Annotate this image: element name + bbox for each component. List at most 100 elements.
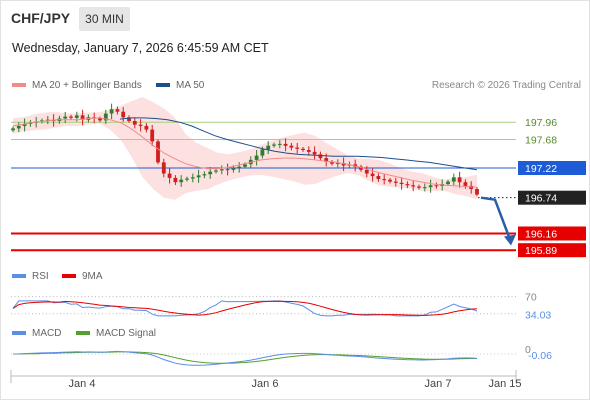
candle-body <box>417 186 421 188</box>
candle-body <box>179 179 184 183</box>
candle-body <box>208 171 213 175</box>
candle-body <box>254 155 259 160</box>
signal-swatch <box>76 331 90 336</box>
candle-body <box>219 169 224 171</box>
x-axis: Jan 4 Jan 6 Jan 7 Jan 15 <box>10 370 522 390</box>
candle-body <box>463 182 468 186</box>
candle-body <box>330 161 334 164</box>
candle-body <box>22 124 27 126</box>
candle-body <box>231 168 236 170</box>
instrument-title: CHF/JPY <box>11 10 71 26</box>
timeframe-badge[interactable]: 30 MIN <box>79 7 130 31</box>
level-label-197.96: 197.96 <box>525 117 557 129</box>
legend-macd-label: MACD <box>32 328 62 339</box>
candle-body <box>103 113 108 121</box>
candle-body <box>272 144 276 146</box>
candle-body <box>405 184 410 186</box>
level-label-bg-196.74 <box>518 190 586 205</box>
candle-body <box>446 181 450 185</box>
rsi-ma9-line <box>12 300 478 316</box>
legend-macd-signal: MACD Signal <box>76 328 156 339</box>
candle-body <box>161 162 166 174</box>
candle-body <box>306 150 311 152</box>
ma9-swatch <box>62 274 76 279</box>
candle-body <box>150 129 155 142</box>
legend-rsi-label: RSI <box>32 271 49 282</box>
candle-body <box>434 185 439 187</box>
level-label-197.22: 197.22 <box>525 163 557 175</box>
rsi-line <box>12 300 478 317</box>
candle-body <box>277 143 282 145</box>
legend-signal-label: MACD Signal <box>96 328 157 339</box>
rsi-panel: 70 34.03 <box>11 292 551 322</box>
candle-body <box>74 115 79 118</box>
candle-body <box>335 163 340 164</box>
legend-ma50: MA 50 <box>156 80 204 91</box>
candle-body <box>364 169 369 174</box>
candle-body <box>167 173 172 178</box>
candle-body <box>132 121 137 125</box>
candle-body <box>127 117 131 121</box>
candle-body <box>341 163 346 166</box>
candle-body <box>260 149 265 156</box>
candle-body <box>289 145 294 148</box>
legend-ma20-label: MA 20 + Bollinger Bands <box>32 80 142 91</box>
macd-zero-label: 0 <box>525 344 531 356</box>
candle-body <box>109 109 114 114</box>
candle-body <box>173 177 178 183</box>
forecast-arrow-head <box>504 234 516 246</box>
macd-line <box>12 350 478 366</box>
legend-ma9: 9MA <box>62 271 103 282</box>
candle-body <box>301 148 305 150</box>
rsi-last-label: 34.03 <box>525 310 551 322</box>
candle-body <box>115 109 120 112</box>
candle-body <box>214 170 218 172</box>
candle-body <box>399 182 404 184</box>
candle-body <box>16 125 21 129</box>
level-label-196.16: 196.16 <box>525 229 557 241</box>
candle-body <box>324 158 329 162</box>
candle-body <box>190 177 195 179</box>
candle-body <box>11 128 15 131</box>
legend-macd: MACD <box>12 328 61 339</box>
legend-ma20: MA 20 + Bollinger Bands <box>12 80 142 91</box>
candle-body <box>376 176 381 180</box>
candle-body <box>138 124 143 126</box>
candle-body <box>266 145 271 150</box>
candle-body <box>370 173 375 177</box>
candle-body <box>388 179 392 182</box>
candle-body <box>185 178 189 180</box>
x-tick-label: Jan 7 <box>425 378 452 390</box>
rsi-swatch <box>12 274 26 279</box>
candle-body <box>422 187 427 189</box>
candle-body <box>144 125 149 130</box>
forecast-layer <box>480 196 516 246</box>
candle-body <box>382 179 387 181</box>
candle-body <box>428 185 433 188</box>
candle-body <box>359 166 363 170</box>
candle-body <box>312 151 317 155</box>
candle-body <box>225 169 230 171</box>
candle-body <box>243 164 247 167</box>
ma20-line <box>12 117 478 188</box>
research-credit: Research © 2026 Trading Central <box>431 80 581 91</box>
candle-body <box>283 143 288 146</box>
candle-body <box>202 174 207 176</box>
candle-body <box>411 185 416 187</box>
ma20-swatch <box>12 83 26 88</box>
candle-body <box>156 141 160 163</box>
rsi-level-label: 70 <box>525 292 537 304</box>
candle-body <box>475 189 479 195</box>
candle-body <box>98 118 102 121</box>
forecast-arrow-line <box>480 196 512 240</box>
legend-rsi: RSI <box>12 271 49 282</box>
macd-panel: 0-0.06 <box>11 344 552 366</box>
candle-body <box>451 177 456 182</box>
macd-last-label: -0.06 <box>528 350 552 362</box>
level-labels-layer: 197.96 197.68 197.22 196.74 196.16 195.89 <box>518 117 586 258</box>
x-tick-label: Jan 4 <box>69 378 96 390</box>
candle-body <box>45 119 50 121</box>
candle-body <box>393 181 398 183</box>
ma50-line <box>119 117 478 171</box>
